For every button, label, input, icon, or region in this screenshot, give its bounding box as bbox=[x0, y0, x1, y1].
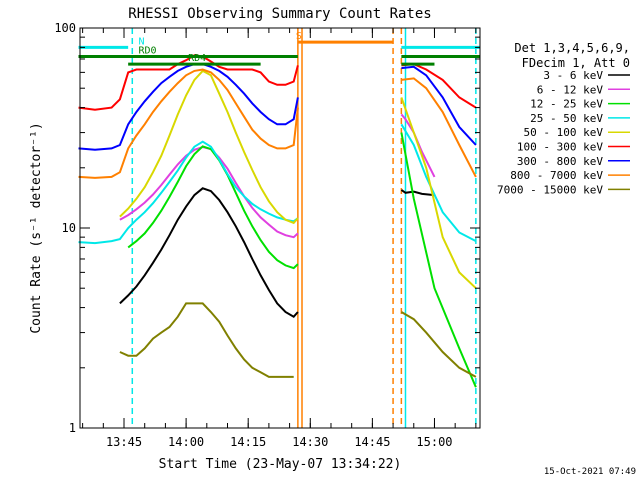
flag-bar-label: S bbox=[296, 31, 302, 42]
x-tick-label: 15:00 bbox=[416, 435, 452, 449]
legend-entry-label: 800 - 7000 keV bbox=[510, 169, 603, 182]
y-axis-label: Count Rate (s⁻¹ detector⁻¹) bbox=[29, 122, 44, 333]
chart-title: RHESSI Observing Summary Count Rates bbox=[128, 6, 431, 22]
x-tick-label: 14:15 bbox=[230, 435, 266, 449]
y-tick-label: 10 bbox=[62, 221, 76, 235]
series-line bbox=[119, 187, 435, 318]
series-line bbox=[78, 68, 477, 179]
legend-entry-label: 50 - 100 keV bbox=[524, 126, 604, 139]
x-tick-label: 13:45 bbox=[106, 435, 142, 449]
x-tick-label: 14:30 bbox=[292, 435, 328, 449]
legend-entry-label: 7000 - 15000 keV bbox=[497, 183, 603, 196]
legend-entry-label: 12 - 25 keV bbox=[530, 98, 603, 111]
x-axis-ticks: 13:45 14:00 14:15 14:30 14:45 15:00 bbox=[82, 28, 477, 449]
legend-entry-label: 25 - 50 keV bbox=[530, 112, 603, 125]
flag-bar-label: RD4 bbox=[188, 53, 206, 64]
y-axis-ticks: 1 10 100 bbox=[54, 21, 480, 435]
x-axis-label: Start Time (23-May-07 13:34:22) bbox=[159, 457, 402, 472]
legend: Det 1,3,4,5,6,9, FDecim 1, Att 0 3 - 6 k… bbox=[497, 41, 630, 196]
series-line bbox=[78, 123, 477, 245]
series-line bbox=[119, 302, 477, 378]
legend-header-line-1: Det 1,3,4,5,6,9, bbox=[514, 41, 630, 55]
legend-entry-label: 100 - 300 keV bbox=[517, 141, 603, 154]
y-tick-label: 100 bbox=[54, 21, 76, 35]
legend-entry-label: 6 - 12 keV bbox=[537, 83, 604, 96]
flag-bar-label: RD0 bbox=[138, 46, 156, 57]
footer-date: 15-Oct-2021 07:49 bbox=[544, 467, 636, 477]
vertical-markers bbox=[131, 28, 477, 428]
series-line bbox=[119, 69, 477, 289]
x-tick-label: 14:45 bbox=[354, 435, 390, 449]
y-tick-label: 1 bbox=[69, 421, 76, 435]
legend-header-line-2: FDecim 1, Att 0 bbox=[522, 56, 630, 70]
legend-entry-label: 300 - 800 keV bbox=[517, 155, 603, 168]
legend-entry-label: 3 - 6 keV bbox=[543, 69, 603, 82]
flag-bar-label: N bbox=[138, 36, 144, 47]
x-tick-label: 14:00 bbox=[168, 435, 204, 449]
series-lines bbox=[78, 54, 477, 388]
